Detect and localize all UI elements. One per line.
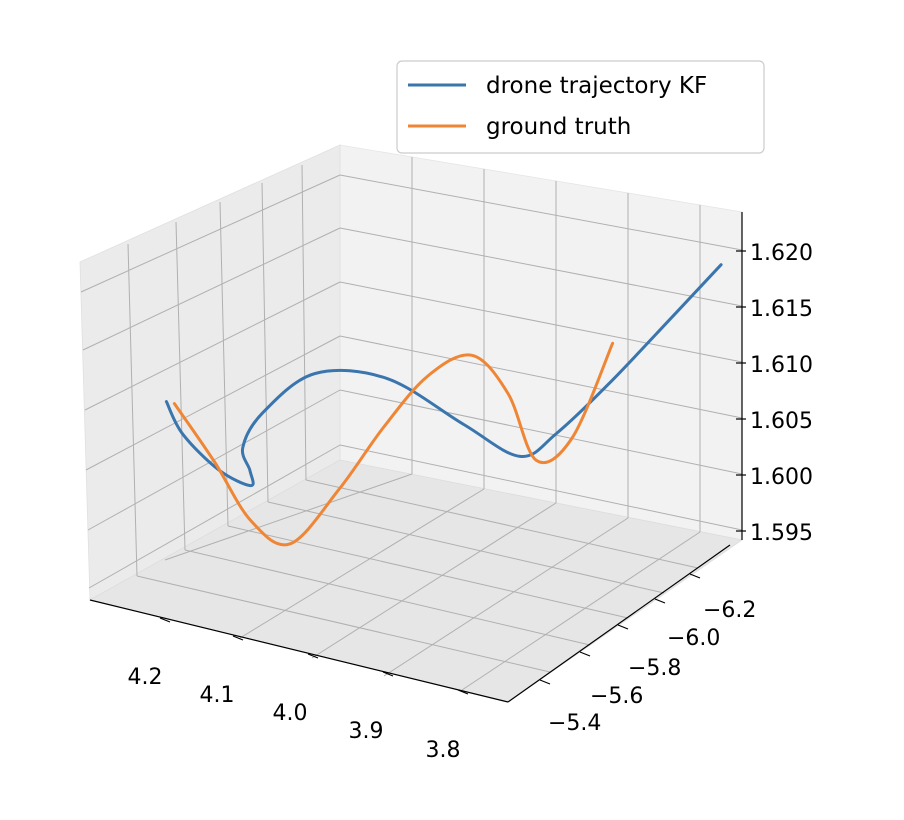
x-tick-mark	[457, 689, 469, 695]
grid-line	[84, 281, 341, 411]
grid-line	[339, 227, 743, 307]
z-tick-label: 1.605	[750, 409, 813, 434]
series-line-drone-trajectory-kf	[164, 263, 723, 488]
grid	[80, 157, 743, 691]
legend-label-ground-truth: ground truth	[486, 114, 631, 140]
legend: drone trajectory KF ground truth	[396, 60, 765, 154]
grid-line	[267, 501, 665, 594]
grid-line	[175, 221, 186, 551]
grid-line	[127, 243, 138, 577]
x-tick-mark	[307, 653, 319, 659]
grid-line	[305, 479, 699, 569]
grid-line	[339, 444, 743, 531]
y-tick-label: −6.2	[703, 598, 756, 623]
y-tick-mark	[579, 651, 591, 657]
x-tick-label: 4.1	[200, 683, 235, 708]
y-tick-label: −6.0	[667, 626, 720, 651]
z-tick-label: 1.615	[750, 297, 813, 322]
series-layer	[164, 263, 723, 547]
grid-line	[164, 473, 413, 561]
grid-line	[383, 517, 629, 677]
x-tick-label: 3.9	[349, 719, 384, 744]
y-tick-mark	[617, 624, 629, 630]
x-tick-label: 3.8	[426, 738, 461, 763]
y-tick-mark	[689, 573, 701, 579]
grid-line	[85, 335, 341, 471]
z-tick-label: 1.610	[750, 353, 813, 378]
grid-line	[339, 281, 743, 363]
z-tick-label: 1.595	[750, 521, 813, 546]
legend-box	[396, 60, 765, 154]
x-tick-labels: 4.2 4.1 4.0 3.9 3.8	[128, 665, 461, 763]
tick-marks	[159, 250, 746, 695]
grid-line	[80, 174, 341, 293]
grid-line	[82, 227, 341, 351]
grid-line	[184, 549, 591, 646]
x-tick-label: 4.0	[273, 701, 308, 726]
y-tick-mark	[654, 598, 666, 604]
y-axis-line	[507, 544, 731, 703]
grid-line	[339, 335, 743, 419]
x-tick-mark	[382, 671, 394, 677]
z-tick-label: 1.600	[750, 465, 813, 490]
grid-line	[461, 531, 701, 691]
y-tick-label: −5.6	[590, 684, 643, 709]
x-tick-mark	[232, 635, 244, 641]
grid-line	[239, 488, 485, 639]
y-tick-mark	[539, 679, 551, 685]
grid-line	[88, 444, 341, 589]
grid-line	[136, 575, 551, 673]
grid-line	[219, 201, 229, 527]
legend-label-drone-trajectory-kf: drone trajectory KF	[486, 73, 707, 99]
z-tick-labels: 1.595 1.600 1.605 1.610 1.615 1.620	[750, 241, 813, 546]
grid-line	[311, 502, 557, 659]
grid-line	[301, 164, 307, 481]
series-line-ground-truth	[172, 341, 615, 547]
z-tick-label: 1.620	[750, 241, 813, 266]
y-tick-labels: −5.4 −5.6 −5.8 −6.0 −6.2	[548, 598, 756, 736]
x-tick-label: 4.2	[128, 665, 163, 690]
y-tick-label: −5.8	[628, 656, 681, 681]
axes-panes	[79, 144, 744, 703]
grid-line	[261, 182, 269, 503]
axis-spines	[89, 212, 743, 703]
grid-line	[339, 174, 743, 251]
x-tick-mark	[159, 617, 171, 623]
x-axis-line	[89, 599, 509, 703]
y-tick-label: −5.4	[548, 711, 601, 736]
grid-line	[339, 389, 743, 475]
